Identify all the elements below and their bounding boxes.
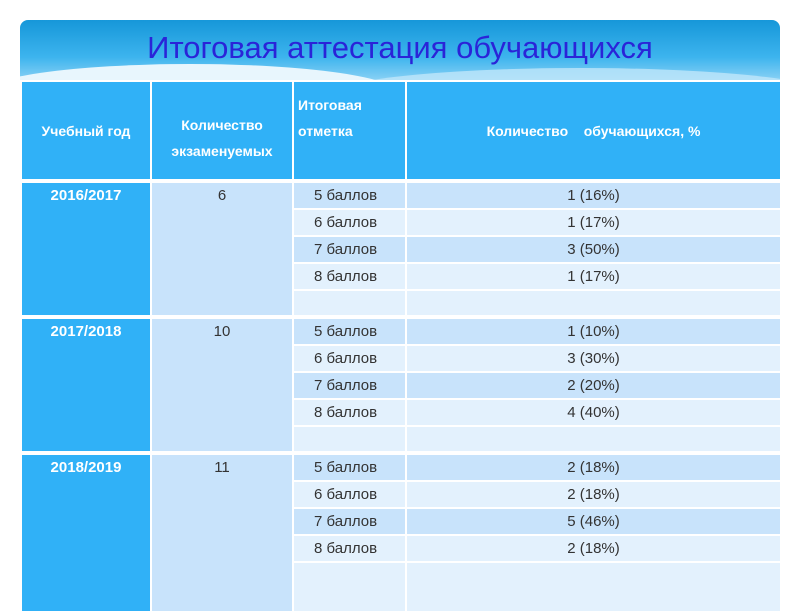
slide: Итоговая аттестация обучающихся Учебный … [20,20,782,611]
year-cell: 2018/2019 [20,451,152,611]
header-mark: Итоговая отметка [292,80,407,182]
mark-cell: 6 баллов [292,209,407,237]
filler-cell [405,426,782,453]
filler-row [21,290,782,317]
header-result: Количество обучающихся, % [405,80,782,182]
mark-cell: 8 баллов [292,399,407,427]
wave-decoration [20,64,400,82]
mark-cell: 6 баллов [292,481,407,509]
result-cell: 2 (20%) [405,372,782,400]
table-row: 7 баллов 3 (50%) [21,236,782,264]
table-row: 6 баллов 2 (18%) [21,481,782,509]
table-row: 6 баллов 1 (17%) [21,209,782,237]
mark-cell: 8 баллов [292,263,407,291]
filler-row [21,426,782,453]
result-cell: 5 (46%) [405,508,782,536]
mark-cell: 7 баллов [292,508,407,536]
filler-cell [292,426,407,453]
mark-cell: 5 баллов [292,451,407,482]
mark-cell: 5 баллов [292,179,407,210]
filler-cell [405,562,782,611]
examinee-count-cell: 11 [150,451,294,611]
result-cell: 1 (17%) [405,209,782,237]
table-row: 7 баллов 2 (20%) [21,372,782,400]
results-table: Учебный год Количество экзаменуемых Итог… [20,80,782,611]
year-cell: 2017/2018 [20,315,152,453]
result-cell: 1 (10%) [405,315,782,346]
slide-title: Итоговая аттестация обучающихся [147,30,653,65]
year-cell: 2016/2017 [20,179,152,317]
table-row: 8 баллов 4 (40%) [21,399,782,427]
mark-cell: 5 баллов [292,315,407,346]
result-cell: 3 (50%) [405,236,782,264]
header-count: Количество экзаменуемых [150,80,294,182]
mark-cell: 7 баллов [292,236,407,264]
result-cell: 3 (30%) [405,345,782,373]
table-row: 2017/2018 10 5 баллов 1 (10%) [20,315,782,453]
table-row: 2016/2017 6 5 баллов 1 (16%) [20,179,782,317]
table-row: 7 баллов 5 (46%) [21,508,782,536]
title-banner [20,20,780,82]
result-cell: 2 (18%) [405,481,782,509]
table-row: 6 баллов 3 (30%) [21,345,782,373]
table-row: 8 баллов 2 (18%) [21,535,782,563]
result-cell: 1 (16%) [405,179,782,210]
mark-cell: 8 баллов [292,535,407,563]
filler-cell [292,290,407,317]
table-row: 2018/2019 11 5 баллов 2 (18%) [20,451,782,611]
table-row: 8 баллов 1 (17%) [21,263,782,291]
result-cell: 2 (18%) [405,451,782,482]
mark-cell: 6 баллов [292,345,407,373]
result-cell: 4 (40%) [405,399,782,427]
examinee-count-cell: 10 [150,315,294,453]
filler-cell [405,290,782,317]
result-cell: 1 (17%) [405,263,782,291]
filler-cell [292,562,407,611]
result-cell: 2 (18%) [405,535,782,563]
header-row: Учебный год Количество экзаменуемых Итог… [20,80,782,182]
mark-cell: 7 баллов [292,372,407,400]
examinee-count-cell: 6 [150,179,294,317]
header-year: Учебный год [20,80,152,182]
